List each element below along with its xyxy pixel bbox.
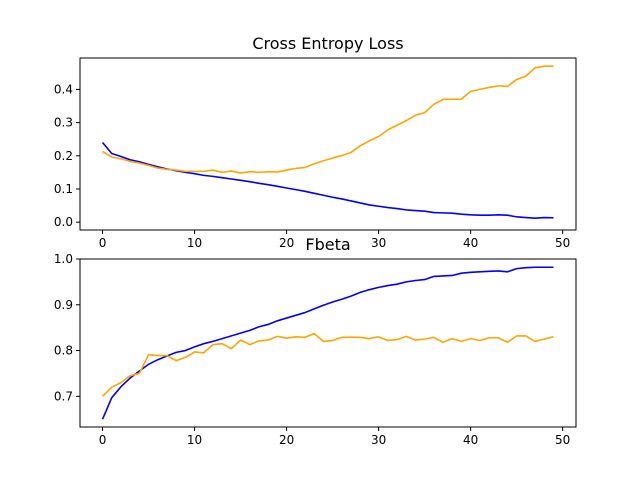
- axes-frame-0: [79, 57, 577, 231]
- chart-title-0: Cross Entropy Loss: [252, 34, 403, 53]
- y-tick-label-0-4: 0.4: [54, 82, 73, 96]
- x-tick-label-1-1: 10: [187, 433, 202, 447]
- x-tick-label-0-2: 20: [279, 236, 294, 250]
- y-tick-label-0-1: 0.1: [54, 182, 73, 196]
- y-tick-label-1-3: 1.0: [54, 252, 73, 266]
- y-tick-label-1-1: 0.8: [54, 344, 73, 358]
- y-tick-label-0-0: 0.0: [54, 215, 73, 229]
- x-tick-label-0-1: 10: [187, 236, 202, 250]
- y-tick-label-0-2: 0.2: [54, 149, 73, 163]
- x-tick-label-1-4: 40: [463, 433, 478, 447]
- series-line-0-1: [102, 65, 554, 174]
- series-line-0-0: [101, 141, 554, 219]
- x-tick-label-1-5: 50: [555, 433, 570, 447]
- y-tick-label-0-3: 0.3: [54, 116, 73, 130]
- x-tick-label-0-0: 0: [99, 236, 107, 250]
- chart-title-1: Fbeta: [305, 235, 350, 254]
- y-tick-label-1-0: 0.7: [54, 389, 73, 403]
- x-tick-label-1-3: 30: [371, 433, 386, 447]
- axes-frame-1: [79, 258, 577, 428]
- chart-panel-1: 0 10 20 30 40 50 0.7 0.8 0.9 1.0 Fbeta: [54, 235, 577, 447]
- x-tick-label-0-4: 40: [463, 236, 478, 250]
- series-line-1-1: [101, 332, 554, 397]
- chart-panel-0: 0 10 20 30 40 50 0.0 0.1 0.2 0.3 0.4 Cross Entropy …: [54, 34, 577, 250]
- x-tick-label-0-3: 30: [371, 236, 386, 250]
- series-line-1-0: [101, 266, 554, 420]
- x-tick-label-1-2: 20: [279, 433, 294, 447]
- x-tick-label-1-0: 0: [99, 433, 107, 447]
- x-tick-label-0-5: 50: [555, 236, 570, 250]
- y-tick-label-1-2: 0.9: [54, 298, 73, 312]
